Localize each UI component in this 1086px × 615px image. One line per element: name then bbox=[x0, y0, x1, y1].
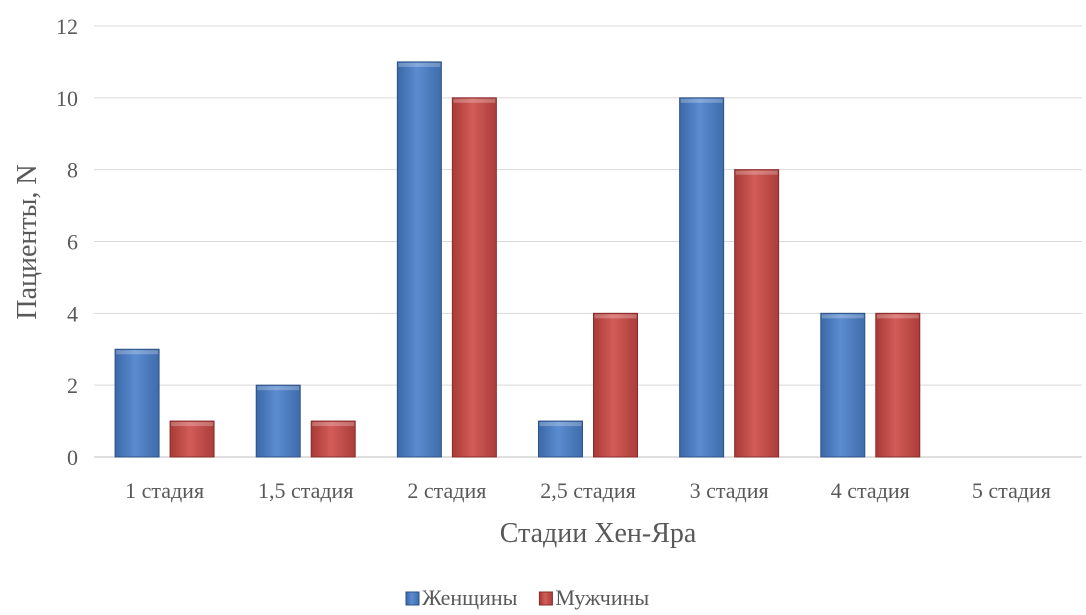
bar-highlight bbox=[171, 422, 214, 427]
legend: Женщины Мужчины bbox=[405, 585, 649, 610]
y-tick-label: 2 bbox=[67, 373, 78, 398]
y-tick-label: 10 bbox=[56, 86, 78, 111]
y-tick-label: 4 bbox=[67, 301, 78, 326]
bar-women bbox=[396, 61, 442, 458]
bar-highlight bbox=[594, 314, 637, 319]
legend-label-women: Женщины bbox=[422, 585, 518, 610]
gridlines bbox=[94, 25, 1082, 458]
bar-highlight bbox=[312, 422, 355, 427]
x-tick-label: 2 стадия bbox=[407, 478, 486, 503]
x-axis-title: Стадии Хен-Яра bbox=[500, 518, 697, 549]
bar-highlight bbox=[539, 422, 582, 427]
x-tick-label: 1,5 стадия bbox=[258, 478, 354, 503]
bar-highlight bbox=[257, 386, 300, 391]
bars bbox=[114, 61, 921, 458]
bar-men bbox=[593, 312, 638, 458]
y-tick-label: 12 bbox=[56, 14, 78, 39]
legend-swatch-women bbox=[405, 591, 420, 606]
bar-highlight bbox=[680, 98, 723, 103]
x-axis-ticks: 1 стадия 1,5 стадия 2 стадия 2,5 стадия 3 ст… bbox=[125, 478, 1051, 503]
y-axis-title: Пациенты, N bbox=[12, 164, 43, 319]
bar-highlight bbox=[116, 350, 159, 355]
x-tick-label: 2,5 стадия bbox=[540, 478, 636, 503]
bar-men bbox=[875, 312, 921, 458]
bar-women bbox=[538, 420, 583, 458]
bar-highlight bbox=[735, 170, 778, 175]
bar-highlight bbox=[453, 98, 496, 103]
y-tick-label: 6 bbox=[67, 230, 78, 255]
bar-highlight bbox=[821, 314, 864, 319]
bar-women bbox=[820, 312, 866, 458]
bar-men bbox=[169, 420, 215, 458]
x-tick-label: 5 стадия bbox=[972, 478, 1051, 503]
legend-swatch-men bbox=[538, 591, 553, 606]
y-axis-ticks: 0 2 4 6 8 10 12 bbox=[56, 14, 78, 470]
x-tick-label: 3 стадия bbox=[690, 478, 769, 503]
bar-women bbox=[114, 348, 160, 458]
legend-label-men: Мужчины bbox=[555, 585, 649, 610]
bar-men bbox=[310, 420, 356, 458]
bar-highlight bbox=[876, 314, 919, 319]
y-tick-label: 8 bbox=[67, 158, 78, 183]
bar-women bbox=[255, 384, 301, 458]
bar-men bbox=[451, 97, 497, 458]
bar-men bbox=[734, 169, 780, 458]
x-tick-label: 4 стадия bbox=[831, 478, 910, 503]
y-tick-label: 0 bbox=[67, 445, 78, 470]
bar-women bbox=[679, 97, 725, 458]
x-tick-label: 1 стадия bbox=[125, 478, 204, 503]
bar-highlight bbox=[398, 62, 441, 67]
